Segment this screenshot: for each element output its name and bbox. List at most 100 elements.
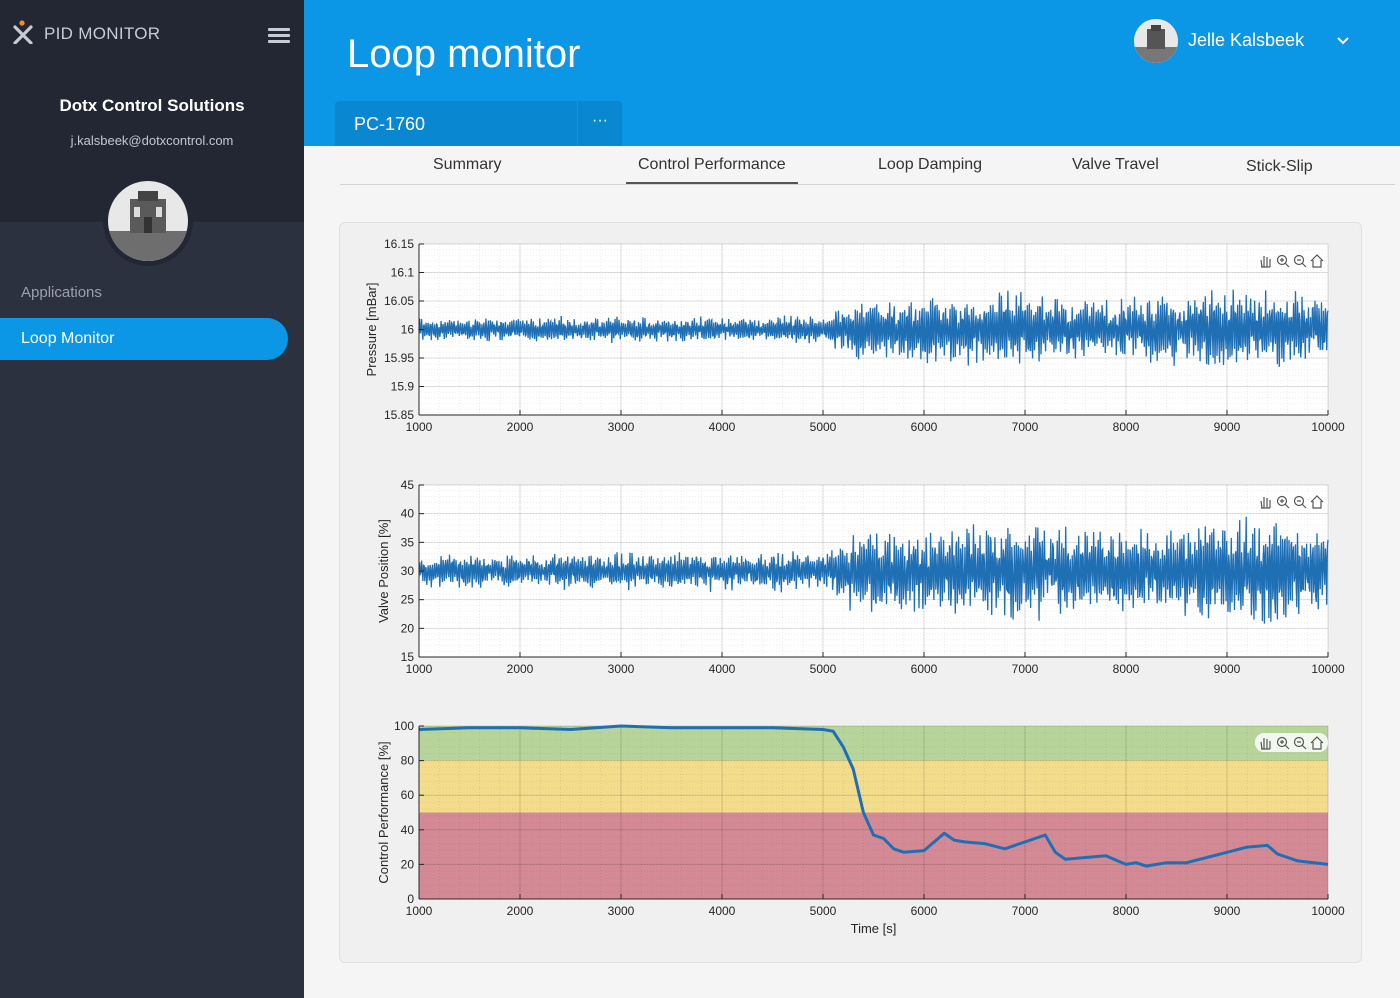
app-brand: PID MONITOR [44,24,161,43]
page-header: Loop monitor Jelle Kalsbeek PC-1760 ··· [304,0,1400,146]
x-tick-label: 10000 [1311,904,1345,918]
x-tick-label: 1000 [406,420,433,434]
menu-icon[interactable] [268,28,290,46]
pan-icon-glyph [1260,497,1271,509]
more-options-button[interactable]: ··· [578,101,622,146]
y-tick-label: 60 [401,788,415,802]
x-tick-label: 9000 [1214,904,1241,918]
x-tick-label: 6000 [911,904,938,918]
zoom-out-icon-glyph [1297,741,1307,750]
x-tick-label: 7000 [1012,662,1039,676]
profile-avatar [103,176,193,266]
zoom-in-icon-glyph [1280,499,1290,509]
loop-selector[interactable]: PC-1760 [335,101,577,146]
x-tick-label: 2000 [507,420,534,434]
tab-stick-slip[interactable]: Stick-Slip [1246,158,1313,175]
performance-zone-1 [419,726,1328,761]
chart-toolbar [1255,733,1328,752]
y-tick-label: 15.85 [384,408,414,422]
logo-icon [13,20,33,44]
y-tick-label: 16.05 [384,294,414,308]
y-axis-label: Valve Position [%] [376,519,391,623]
charts-svg: 1000 2000 3000 4000 5000 6000 7000 8000 9000 1000… [364,237,1345,936]
x-tick-label: 10000 [1311,662,1345,676]
pan-icon-glyph [1260,256,1271,268]
y-tick-label: 20 [401,857,415,871]
tab-bar: Summary Control Performance Loop Damping… [340,146,1395,185]
y-tick-label: 16.1 [391,266,415,280]
x-tick-label: 6000 [911,420,938,434]
y-tick-label: 40 [401,823,415,837]
pan-icon-glyph [1260,738,1271,750]
sidebar-item-loop-monitor[interactable]: Loop Monitor [0,318,288,360]
zoom-in-icon-glyph [1280,258,1290,268]
y-tick-label: 25 [401,593,415,607]
performance-zone-2 [419,760,1328,813]
series-line [418,289,1329,367]
zoom-in-icon-glyph [1276,495,1288,507]
x-tick-label: 5000 [810,662,837,676]
chart-panel: 1000 2000 3000 4000 5000 6000 7000 8000 9000 1000… [339,222,1362,963]
x-tick-label: 9000 [1214,662,1241,676]
company-name: Dotx Control Solutions [59,96,245,115]
zoom-out-icon-glyph [1293,254,1305,266]
zoom-in-icon-glyph [1276,736,1288,748]
y-tick-label: 35 [401,535,415,549]
x-tick-label: 7000 [1012,904,1039,918]
zoom-in-icon-glyph [1280,740,1290,750]
y-tick-label: 45 [401,478,415,492]
tab-loop-damping[interactable]: Loop Damping [878,156,983,173]
x-tick-label: 3000 [608,662,635,676]
home-icon-glyph [1310,254,1324,268]
user-name[interactable]: Jelle Kalsbeek [1188,30,1305,50]
x-tick-label: 3000 [608,904,635,918]
chevron-down-icon[interactable] [1334,32,1352,50]
home-icon-glyph [1310,736,1324,750]
y-tick-label: 40 [401,507,415,521]
zoom-out-icon-glyph [1297,259,1307,268]
zoom-out-icon-glyph [1293,495,1305,507]
x-tick-label: 5000 [810,420,837,434]
x-tick-label: 2000 [507,904,534,918]
series-line [418,724,1329,868]
x-tick-label: 3000 [608,420,635,434]
x-tick-label: 8000 [1113,420,1140,434]
zoom-out-icon-glyph [1297,500,1307,509]
x-tick-label: 1000 [406,904,433,918]
x-tick-label: 4000 [709,420,736,434]
x-tick-label: 4000 [709,904,736,918]
chart-toolbar [1255,251,1328,270]
home-icon-glyph [1310,495,1324,509]
user-email: j.kalsbeek@dotxcontrol.com [70,133,234,148]
x-tick-label: 9000 [1214,420,1241,434]
y-tick-label: 100 [394,719,414,733]
y-axis-label: Control Performance [%] [376,741,391,883]
section-label-applications: Applications [21,284,102,301]
y-tick-label: 30 [401,564,415,578]
loop-name: PC-1760 [354,114,426,134]
x-tick-label: 8000 [1113,904,1140,918]
zoom-in-icon-glyph [1276,254,1288,266]
x-tick-label: 8000 [1113,662,1140,676]
sidebar: PID MONITOR Dotx Control Solutions j.kal… [0,0,304,998]
x-tick-label: 5000 [810,904,837,918]
y-tick-label: 16.15 [384,237,414,251]
performance-zone-3 [419,812,1328,899]
y-tick-label: 15.9 [391,380,415,394]
x-tick-label: 10000 [1311,420,1345,434]
tab-summary[interactable]: Summary [433,156,502,173]
y-axis-label: Pressure [mBar] [364,283,379,377]
tab-valve-travel[interactable]: Valve Travel [1072,156,1159,173]
user-avatar[interactable] [1134,19,1178,63]
tab-control-performance[interactable]: Control Performance [626,156,798,184]
x-axis-label: Time [s] [851,921,897,936]
x-tick-label: 4000 [709,662,736,676]
page-title: Loop monitor [347,32,581,76]
zoom-out-icon-glyph [1293,736,1305,748]
y-tick-label: 15.95 [384,351,414,365]
x-tick-label: 1000 [406,662,433,676]
x-tick-label: 2000 [507,662,534,676]
chart-toolbar [1255,492,1328,511]
y-tick-label: 80 [401,754,415,768]
y-tick-label: 15 [401,650,415,664]
